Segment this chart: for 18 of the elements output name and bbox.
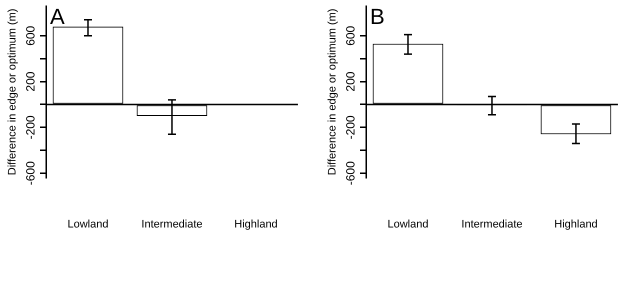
x-tick-label: Intermediate xyxy=(461,218,523,230)
y-tick-label: 200 xyxy=(23,71,38,92)
y-axis-title: Difference in edge or optimum (m) xyxy=(326,8,339,176)
x-tick-label: Highland xyxy=(234,218,278,230)
y-tick-label: 200 xyxy=(343,71,358,92)
x-tick-label: Lowland xyxy=(388,218,428,230)
x-tick-label: Intermediate xyxy=(141,218,203,230)
y-tick-label: -200 xyxy=(343,115,358,140)
y-tick-label: -600 xyxy=(343,160,358,186)
y-tick-label: -200 xyxy=(23,115,38,140)
x-tick-label: Lowland xyxy=(68,218,108,230)
chart-title: B xyxy=(370,4,385,30)
y-tick-label: 600 xyxy=(343,25,358,46)
x-tick-label: Highland xyxy=(554,218,598,230)
y-axis-title: Difference in edge or optimum (m) xyxy=(6,8,19,176)
y-tick-label: -600 xyxy=(23,160,38,186)
chart-title: A xyxy=(50,4,65,30)
y-tick-label: 600 xyxy=(23,25,38,46)
